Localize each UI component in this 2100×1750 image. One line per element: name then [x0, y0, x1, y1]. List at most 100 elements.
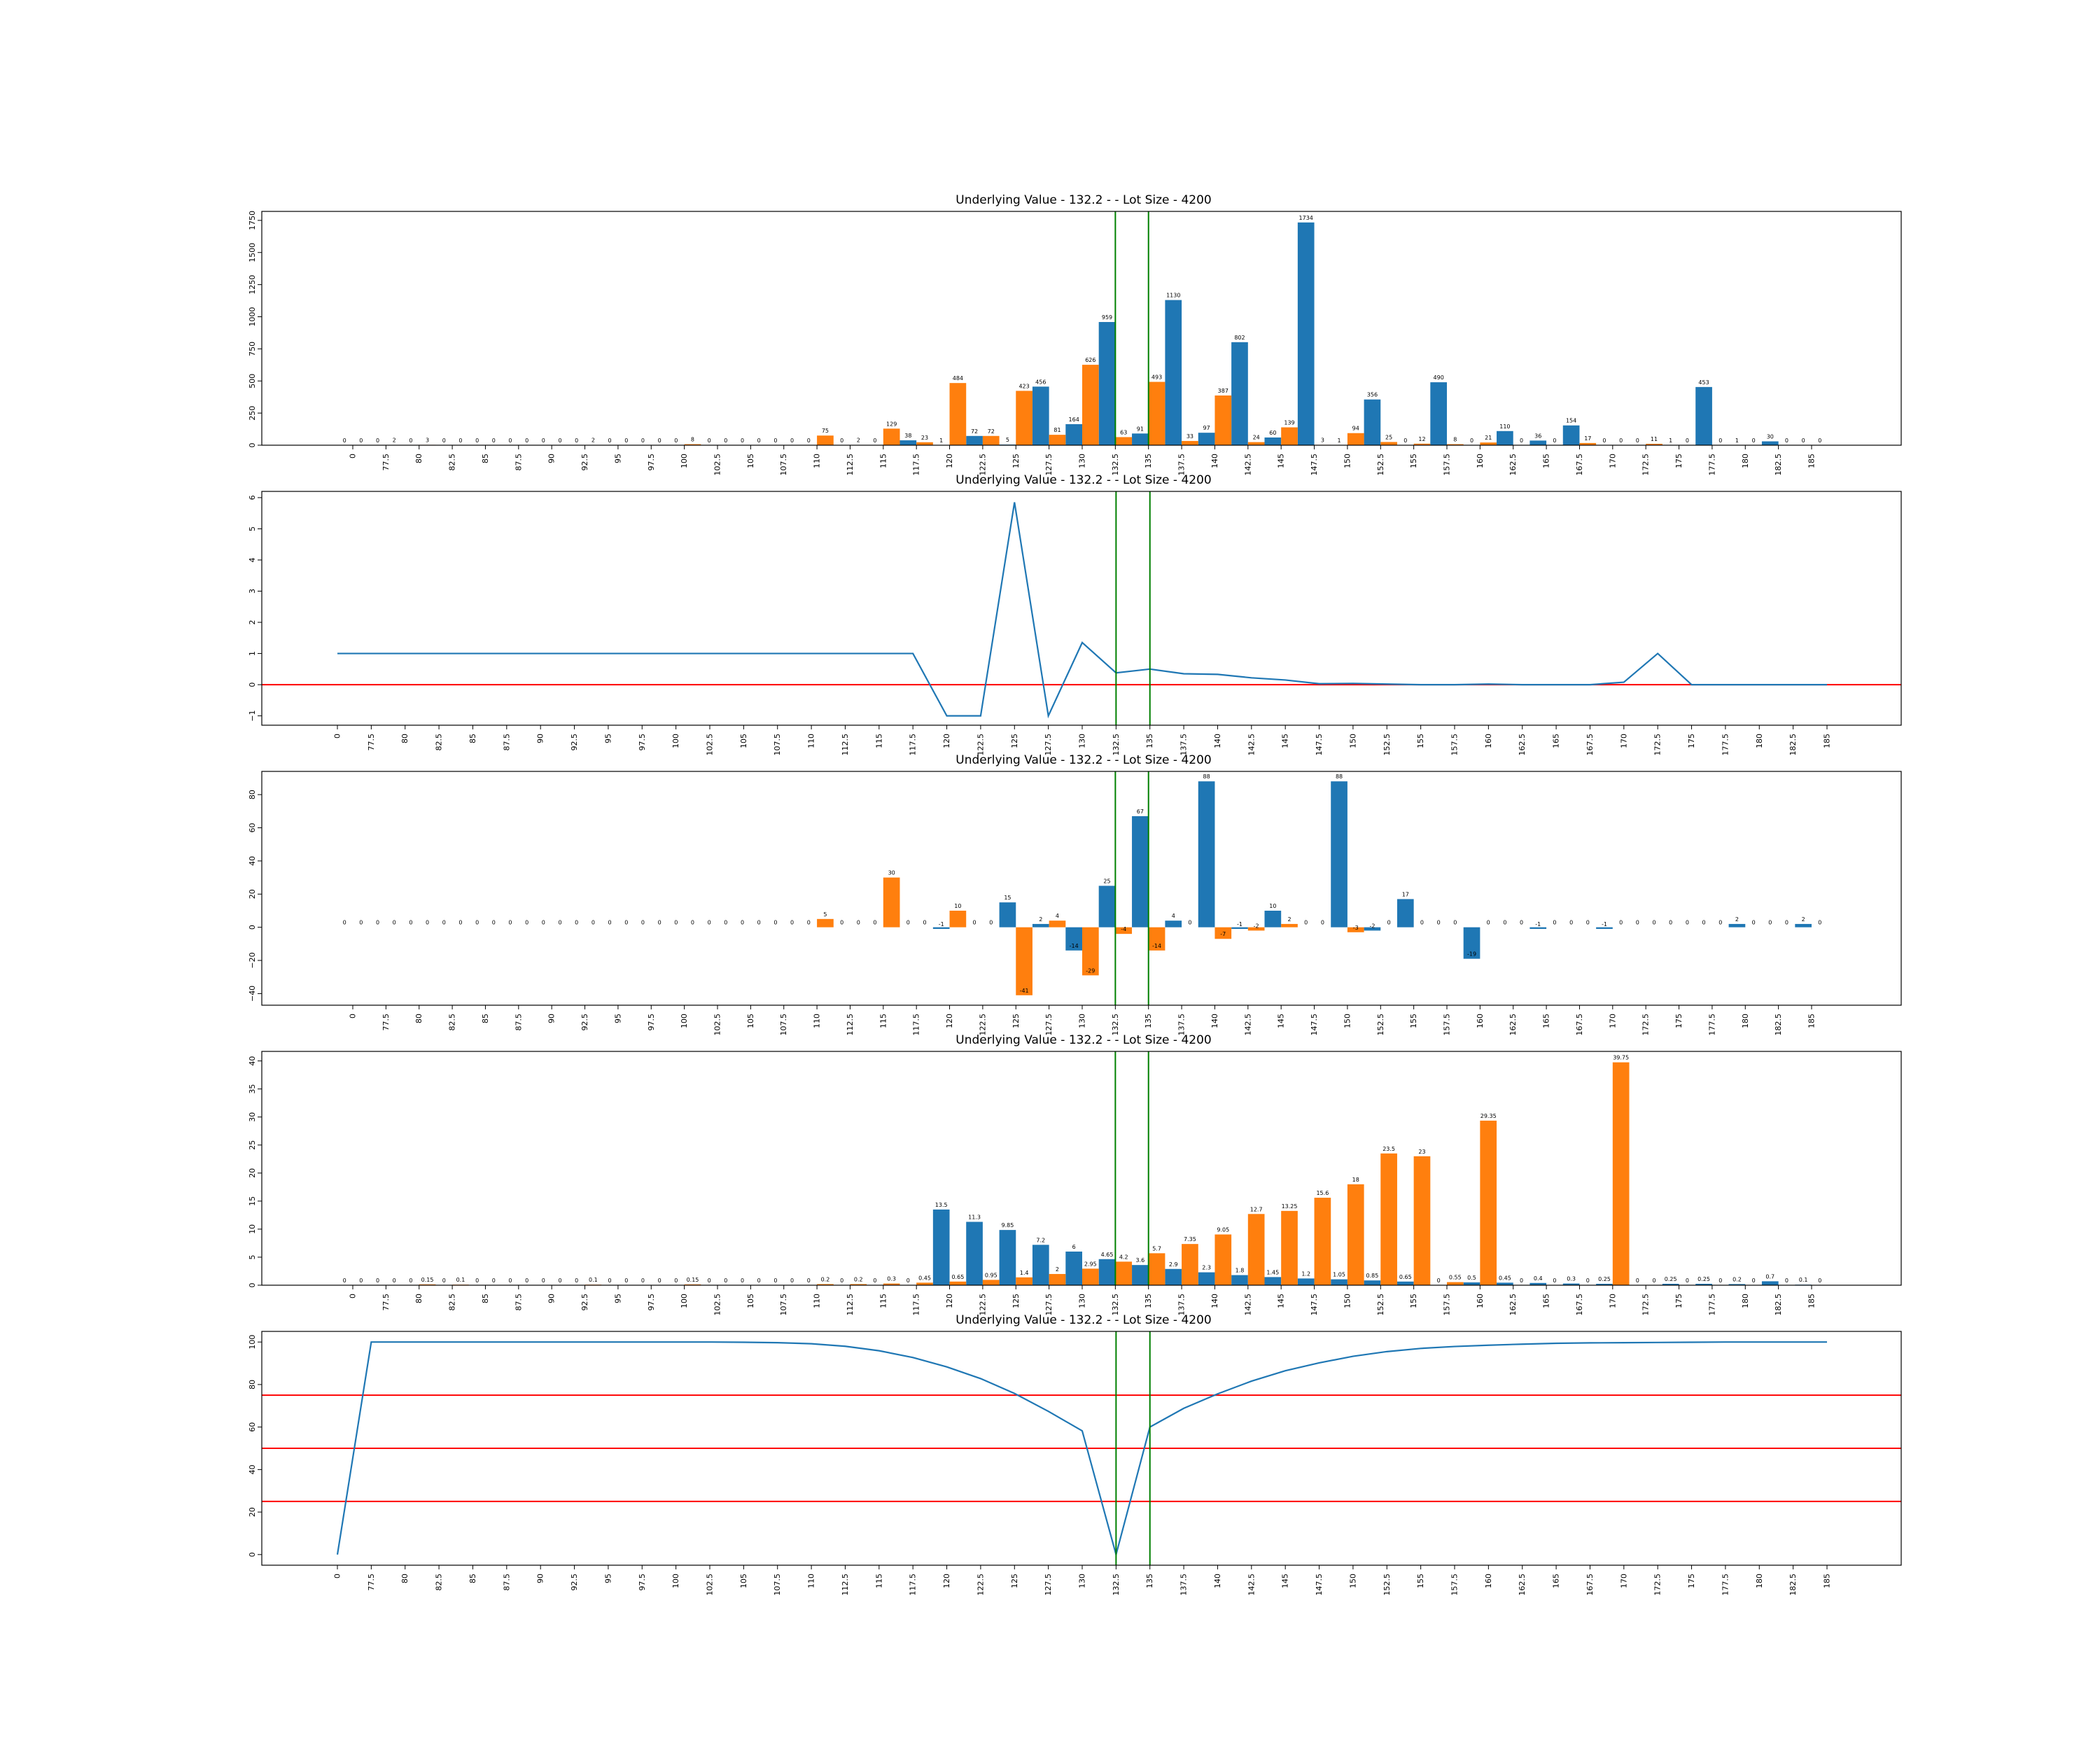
y-tick-label: 500 [248, 374, 257, 388]
data-label: 4 [1056, 913, 1059, 919]
data-label: 0 [774, 438, 777, 444]
data-label: 81 [1054, 427, 1060, 433]
bar-series-1 [932, 1209, 950, 1285]
data-label: 0 [1619, 438, 1623, 444]
data-label: 0.1 [456, 1277, 465, 1283]
data-label: 0 [1686, 920, 1689, 926]
data-label: 0 [790, 1278, 794, 1284]
data-label: 0 [458, 920, 462, 926]
x-tick-label: 80 [414, 1014, 424, 1023]
data-label: 0 [1785, 1278, 1788, 1284]
x-tick-label: 157.5 [1443, 1294, 1452, 1316]
bar-series-2 [1049, 435, 1066, 445]
x-tick-label: 0 [349, 1014, 358, 1018]
bar-series-1 [966, 1222, 983, 1285]
x-tick-label: 85 [481, 1014, 490, 1023]
data-label: 0 [757, 438, 761, 444]
data-label: 0 [1437, 1278, 1441, 1284]
x-tick-label: 165 [1542, 1014, 1551, 1028]
data-label: 30 [1767, 433, 1774, 440]
bar-series-2 [1347, 927, 1364, 932]
panel-oi-bars: Underlying Value - 132.2 - - Lot Size - … [248, 193, 1902, 476]
x-tick-label: 137.5 [1177, 1294, 1186, 1316]
x-tick-label: 97.5 [638, 734, 647, 751]
bar-series-1 [999, 902, 1016, 927]
data-label: 0 [492, 920, 496, 926]
x-tick-label: 152.5 [1376, 1014, 1385, 1036]
data-label: 0 [475, 920, 479, 926]
y-tick-label: 1500 [248, 243, 257, 262]
x-tick-label: 177.5 [1721, 734, 1730, 756]
x-tick-label: 180 [1741, 1294, 1750, 1308]
bar-series-1 [1098, 886, 1116, 927]
x-tick-label: 110 [813, 1294, 822, 1308]
bar-series-1 [932, 927, 950, 930]
bar-series-2 [1016, 1277, 1032, 1285]
bar-series-2 [1413, 1156, 1431, 1285]
data-label: -1 [1602, 921, 1607, 927]
x-tick-label: 167.5 [1586, 734, 1595, 756]
bar-series-1 [1562, 425, 1580, 445]
data-label: 0 [592, 920, 595, 926]
data-label: 0.2 [1732, 1276, 1742, 1282]
data-label: 0 [840, 920, 844, 926]
x-tick-label: 155 [1416, 1574, 1425, 1588]
x-tick-label: 150 [1348, 1574, 1357, 1588]
x-tick-label: 112.5 [841, 1574, 850, 1596]
data-label: 0 [343, 1278, 346, 1284]
x-tick-label: 90 [547, 454, 556, 463]
x-tick-label: 177.5 [1721, 1574, 1730, 1596]
data-label: -19 [1467, 951, 1476, 958]
data-label: 0 [658, 438, 662, 444]
data-label: 0 [359, 438, 363, 444]
bar-series-1 [1396, 1281, 1414, 1285]
x-tick-label: 85 [481, 1294, 490, 1303]
x-tick-label: 95 [613, 454, 622, 463]
bar-series-1 [1231, 342, 1248, 445]
x-tick-label: 177.5 [1707, 1014, 1716, 1036]
x-tick-label: 162.5 [1508, 454, 1518, 476]
data-label: 1.4 [1020, 1270, 1029, 1276]
y-tick-label: −1 [248, 710, 257, 722]
bar-series-2 [817, 1284, 834, 1285]
data-label: 3.6 [1136, 1257, 1145, 1264]
x-tick-label: 155 [1409, 1014, 1418, 1028]
x-tick-label: 120 [942, 734, 951, 748]
data-label: 24 [1253, 435, 1260, 441]
x-tick-label: 142.5 [1243, 454, 1252, 476]
data-label: 23 [921, 435, 928, 441]
data-label: 0 [1752, 920, 1756, 926]
x-tick-label: 85 [468, 1574, 477, 1583]
x-tick-label: 135 [1144, 1014, 1153, 1028]
data-label: 8 [691, 437, 694, 443]
x-tick-label: 90 [536, 734, 545, 743]
x-tick-label: 157.5 [1443, 454, 1452, 476]
bar-series-2 [1347, 433, 1364, 445]
data-label: 1 [939, 438, 943, 444]
bar-series-2 [982, 435, 1000, 445]
bar-series-1 [1297, 222, 1315, 445]
x-tick-label: 130 [1078, 1294, 1087, 1308]
bar-series-1 [1032, 386, 1049, 445]
x-tick-label: 92.5 [580, 1294, 589, 1311]
data-label: 2 [592, 438, 595, 444]
y-tick-label: 20 [248, 889, 257, 899]
x-tick-label: 82.5 [448, 1294, 457, 1311]
x-tick-label: 112.5 [841, 734, 850, 756]
data-label: 0 [1718, 1278, 1722, 1284]
bar-series-2 [1380, 1153, 1397, 1285]
bar-series-1 [1530, 927, 1547, 930]
data-label: 0 [525, 920, 528, 926]
x-tick-label: 117.5 [909, 1574, 918, 1596]
data-label: 2 [857, 438, 860, 444]
data-label: -14 [1070, 943, 1079, 949]
data-label: -7 [1220, 931, 1226, 937]
y-tick-label: 1750 [248, 211, 257, 230]
y-tick-label: 10 [248, 1224, 257, 1234]
bar-series-2 [1049, 1273, 1066, 1285]
data-label: 0 [724, 920, 727, 926]
data-label: 0 [790, 438, 794, 444]
x-tick-label: 0 [349, 1294, 358, 1298]
data-label: 0 [906, 920, 910, 926]
data-label: 0 [393, 920, 396, 926]
